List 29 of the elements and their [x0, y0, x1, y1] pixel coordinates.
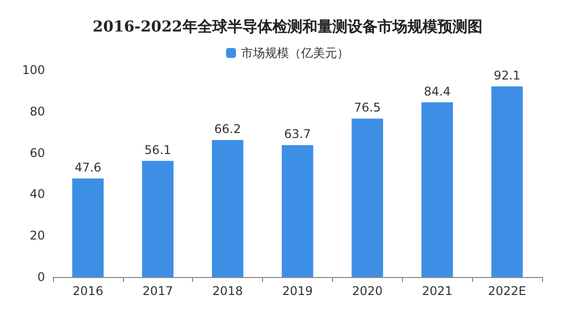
data-label: 63.7 [284, 127, 311, 142]
chart-title: 2016-2022年全球半导体检测和量测设备市场规模预测图 [92, 18, 482, 36]
x-tick-label: 2016 [72, 284, 104, 298]
legend-label: 市场规模（亿美元） [241, 46, 349, 60]
bar [282, 145, 314, 277]
x-tick-label: 2019 [282, 284, 313, 298]
y-tick-label: 100 [22, 63, 45, 77]
data-label: 56.1 [144, 142, 172, 157]
bar [352, 118, 384, 277]
bar [212, 140, 244, 277]
data-label: 76.5 [354, 100, 381, 115]
x-tick-label: 2018 [212, 284, 243, 298]
bar [72, 178, 104, 277]
data-label: 66.2 [214, 122, 241, 136]
data-label: 84.4 [424, 84, 451, 98]
bar [491, 86, 523, 277]
x-tick-label: 2021 [422, 284, 452, 298]
y-tick-label: 20 [30, 228, 45, 243]
x-tick-label: 2020 [352, 284, 383, 298]
y-tick-label: 60 [30, 146, 45, 160]
data-label: 47.6 [74, 160, 102, 174]
bar [421, 102, 453, 277]
x-tick-label: 2022E [488, 284, 526, 298]
y-tick-label: 40 [30, 187, 45, 202]
bar [142, 160, 174, 277]
x-tick-label: 2017 [142, 284, 174, 298]
data-label: 92.1 [494, 68, 520, 82]
y-tick-label: 80 [30, 104, 45, 118]
y-tick-label: 0 [37, 270, 45, 284]
